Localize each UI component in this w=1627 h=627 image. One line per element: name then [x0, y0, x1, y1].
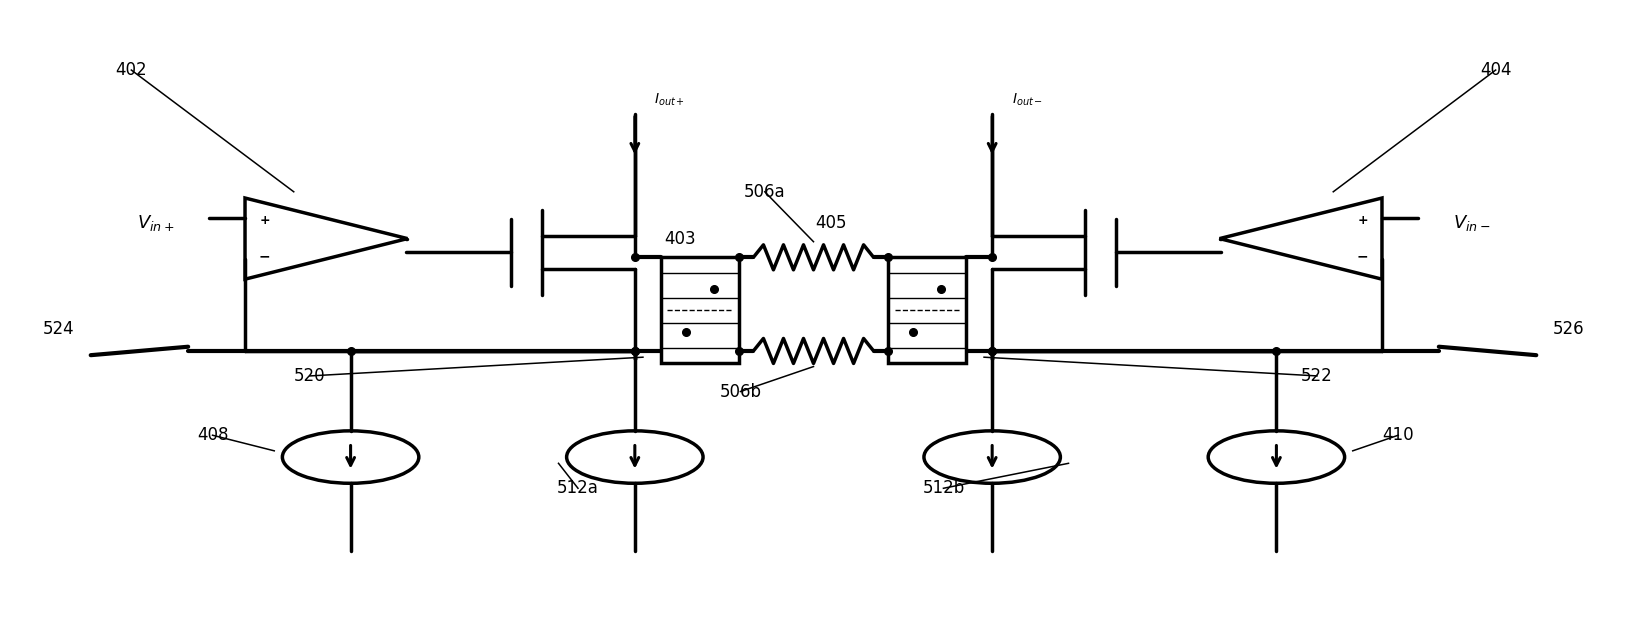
Text: 522: 522: [1302, 367, 1333, 385]
Bar: [661, 257, 739, 364]
Bar: [888, 257, 966, 364]
Text: 402: 402: [116, 61, 146, 79]
Text: +: +: [1357, 214, 1368, 227]
Text: −: −: [259, 250, 270, 264]
Text: +: +: [259, 214, 270, 227]
Text: 506a: 506a: [744, 183, 786, 201]
Text: 526: 526: [1552, 320, 1585, 338]
Text: 410: 410: [1383, 426, 1414, 444]
Text: 404: 404: [1481, 61, 1511, 79]
Text: 512a: 512a: [556, 479, 599, 497]
Text: 408: 408: [197, 426, 228, 444]
Text: 506b: 506b: [719, 382, 761, 401]
Text: 524: 524: [42, 320, 75, 338]
Text: 512b: 512b: [923, 479, 965, 497]
Text: 403: 403: [664, 229, 696, 248]
Text: $V_{in-}$: $V_{in-}$: [1453, 213, 1490, 233]
Text: 405: 405: [815, 214, 848, 232]
Text: $I_{out-}$: $I_{out-}$: [1012, 91, 1043, 107]
Text: 520: 520: [294, 367, 325, 385]
Text: $I_{out+}$: $I_{out+}$: [654, 91, 685, 107]
Text: −: −: [1357, 250, 1368, 264]
Text: $V_{in+}$: $V_{in+}$: [137, 213, 174, 233]
